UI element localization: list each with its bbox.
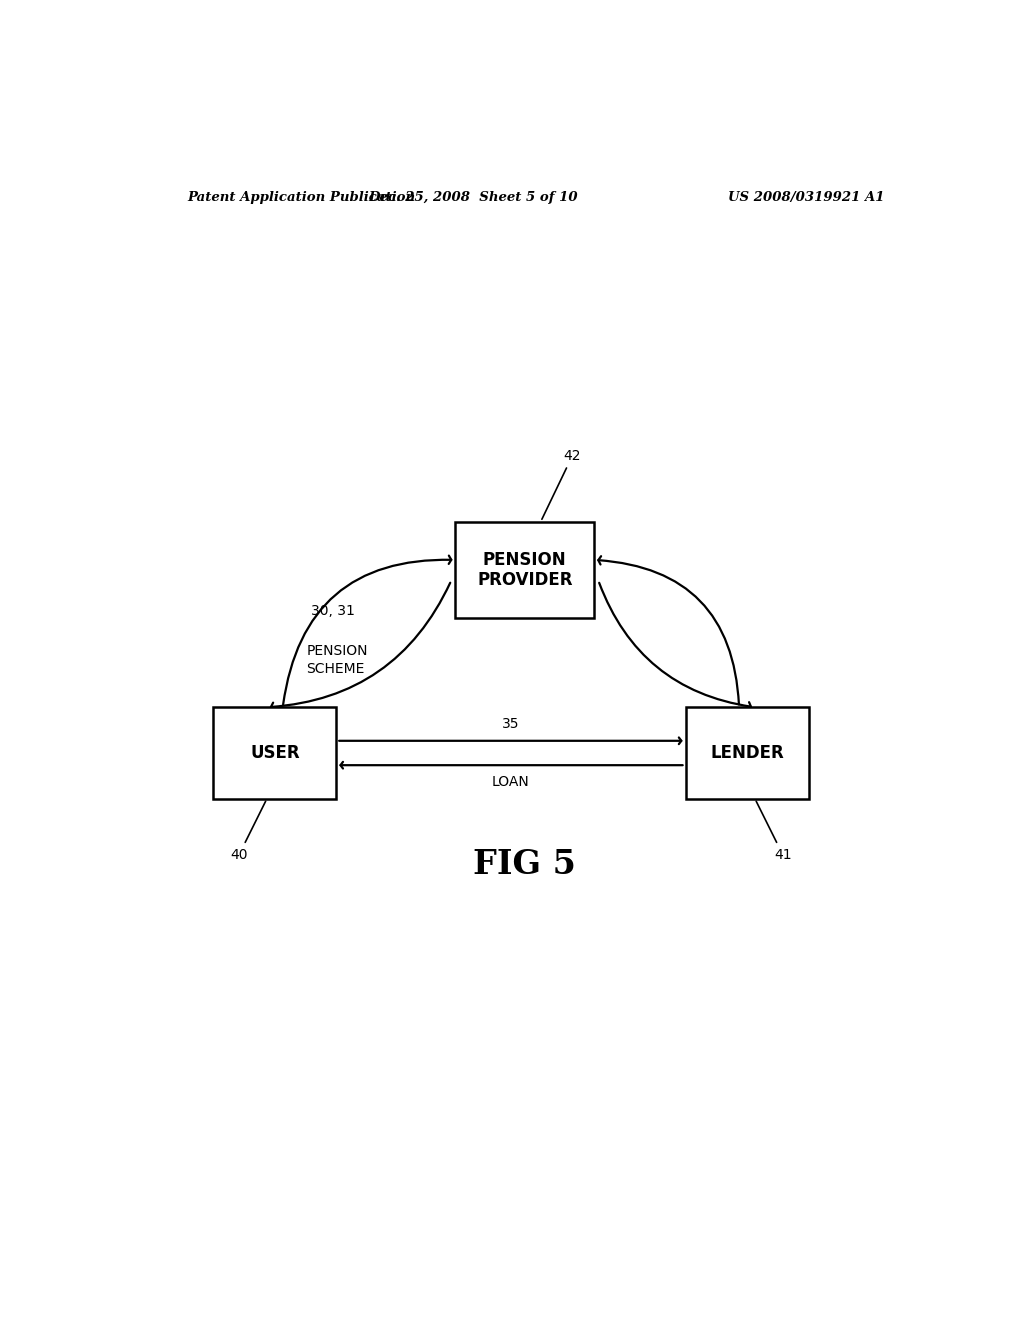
Text: FIG 5: FIG 5: [473, 849, 577, 882]
Text: US 2008/0319921 A1: US 2008/0319921 A1: [728, 190, 885, 203]
Text: Patent Application Publication: Patent Application Publication: [187, 190, 416, 203]
FancyArrowPatch shape: [598, 556, 739, 705]
Text: 30, 31: 30, 31: [310, 603, 354, 618]
Text: USER: USER: [250, 744, 300, 762]
Text: 41: 41: [756, 801, 792, 862]
FancyArrowPatch shape: [283, 556, 452, 705]
Text: PENSION
SCHEME: PENSION SCHEME: [306, 644, 368, 676]
Bar: [456, 521, 594, 618]
Text: 35: 35: [502, 717, 519, 731]
Text: LENDER: LENDER: [710, 744, 784, 762]
Bar: [213, 708, 336, 799]
Text: PENSION
PROVIDER: PENSION PROVIDER: [477, 550, 572, 590]
FancyArrowPatch shape: [341, 762, 683, 768]
Text: LOAN: LOAN: [493, 775, 529, 789]
FancyArrowPatch shape: [339, 738, 681, 744]
Text: Dec. 25, 2008  Sheet 5 of 10: Dec. 25, 2008 Sheet 5 of 10: [369, 190, 578, 203]
Text: 40: 40: [230, 801, 265, 862]
FancyArrowPatch shape: [599, 583, 751, 710]
Bar: [685, 708, 809, 799]
FancyArrowPatch shape: [271, 582, 451, 711]
Text: 42: 42: [542, 449, 582, 519]
